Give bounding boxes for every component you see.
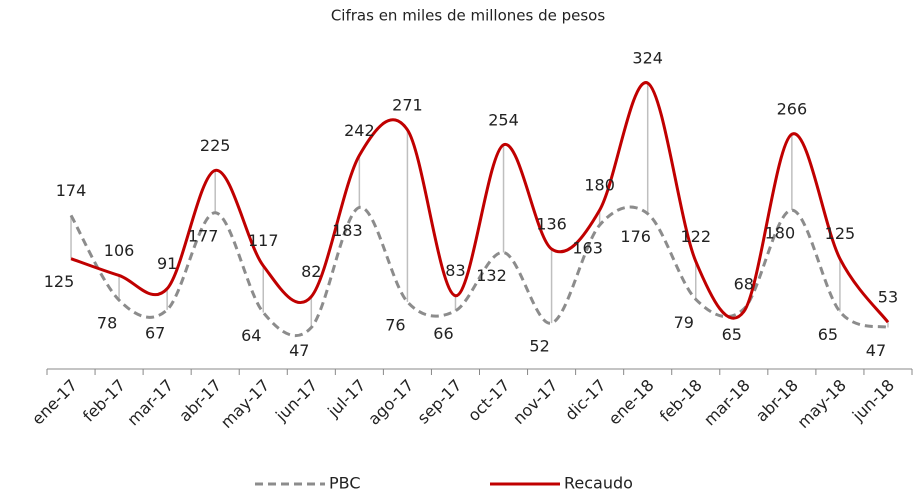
data-label: 68 (734, 274, 754, 293)
x-tick-label: sep-17 (414, 376, 466, 428)
data-label: 65 (722, 325, 742, 344)
data-label: 125 (825, 224, 856, 243)
data-label: 78 (97, 314, 117, 333)
data-label: 176 (620, 227, 651, 246)
x-tick-label: jun-18 (848, 376, 898, 426)
data-label: 132 (476, 266, 507, 285)
data-label: 66 (433, 324, 453, 343)
data-label: 76 (385, 315, 405, 334)
data-label: 271 (392, 95, 423, 114)
x-tick-label: may-18 (794, 376, 850, 432)
x-tick-label: mar-18 (700, 376, 754, 430)
x-tick-label: nov-17 (509, 376, 561, 428)
data-label: 324 (632, 49, 663, 68)
x-tick-label: ago-17 (364, 376, 417, 429)
data-label: 183 (332, 221, 363, 240)
data-label: 47 (866, 341, 886, 360)
data-label: 52 (529, 337, 549, 356)
data-label: 163 (572, 239, 603, 258)
data-label: 82 (301, 262, 321, 281)
data-label: 83 (445, 261, 465, 280)
data-label: 79 (674, 313, 694, 332)
x-tick-label: dic-17 (561, 376, 609, 424)
x-tick-label: oct-17 (464, 376, 513, 425)
chart-title: Cifras en miles de millones de pesos (331, 7, 606, 25)
data-label: 67 (145, 323, 165, 342)
x-tick-label: may-17 (217, 376, 273, 432)
data-label: 117 (248, 231, 279, 250)
series-line (70, 81, 890, 324)
data-label: 136 (536, 214, 567, 233)
data-label: 180 (765, 224, 796, 243)
data-label: 225 (200, 136, 231, 155)
x-tick-label: mar-17 (123, 376, 177, 430)
x-tick-label: jun-17 (271, 376, 321, 426)
x-tick-label: feb-17 (79, 376, 129, 426)
legend-label: PBC (329, 474, 361, 493)
series-line (69, 205, 889, 338)
x-tick-label: jul-17 (323, 376, 369, 422)
data-label: 242 (344, 121, 375, 140)
data-label: 180 (584, 176, 615, 195)
data-label: 53 (878, 288, 898, 307)
data-label: 125 (44, 272, 75, 291)
data-label: 266 (777, 100, 808, 119)
data-label: 47 (289, 341, 309, 360)
data-label: 64 (241, 326, 261, 345)
legend-label: Recaudo (564, 474, 633, 493)
x-tick-label: ene-17 (28, 376, 81, 429)
data-label: 91 (157, 254, 177, 273)
x-tick-label: ene-18 (605, 376, 658, 429)
data-label: 254 (488, 110, 519, 129)
data-label: 122 (680, 227, 711, 246)
data-label: 177 (188, 226, 219, 245)
data-label: 106 (104, 241, 135, 260)
data-label: 65 (818, 325, 838, 344)
x-tick-label: feb-18 (656, 376, 706, 426)
data-label: 174 (56, 181, 87, 200)
